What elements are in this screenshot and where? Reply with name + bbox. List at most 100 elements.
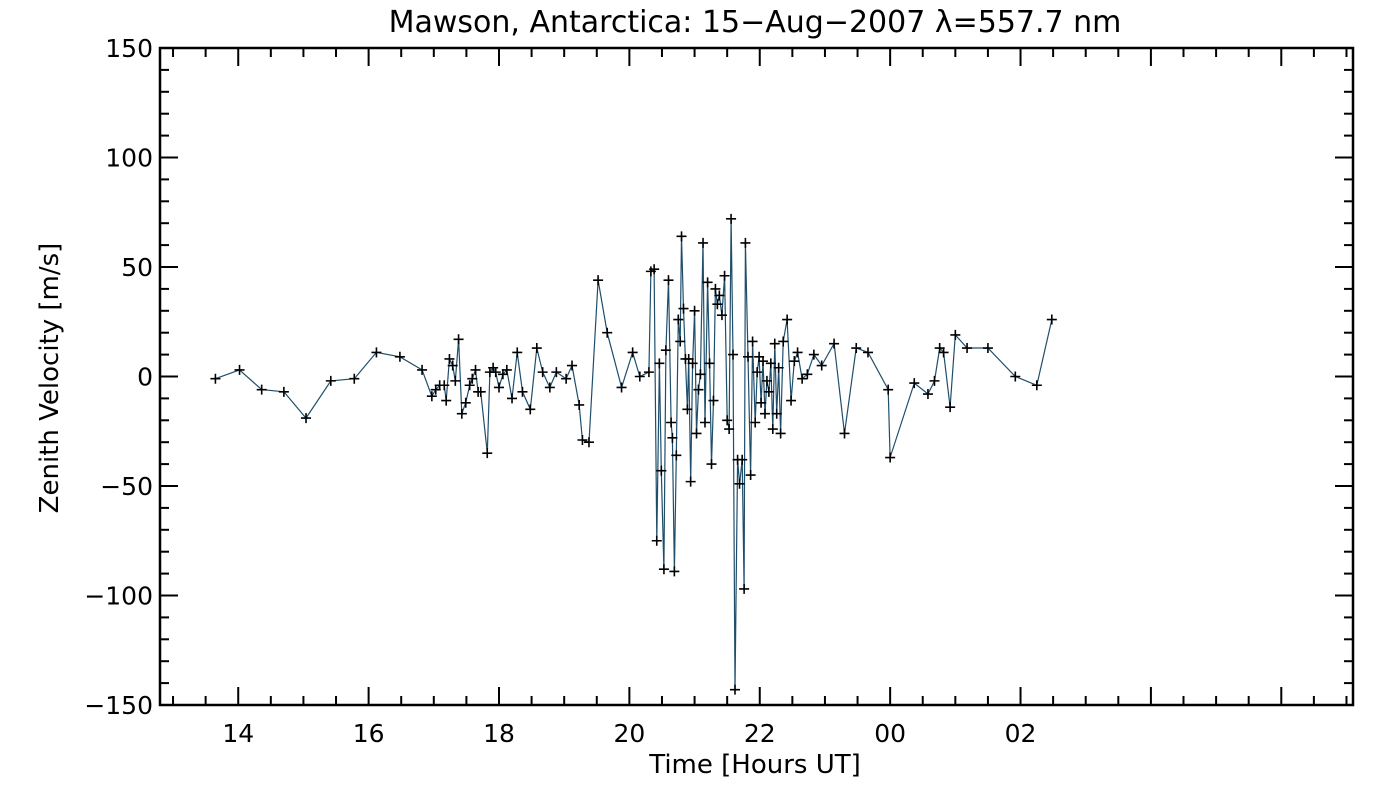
data-point [439, 380, 450, 391]
data-point [938, 347, 949, 358]
data-point [301, 413, 312, 424]
data-point [551, 367, 562, 378]
data-point [234, 364, 245, 375]
data-point [671, 450, 682, 461]
data-point [531, 343, 542, 354]
data-point [763, 386, 774, 397]
data-point [651, 535, 662, 546]
data-point [734, 478, 745, 489]
data-point [775, 428, 786, 439]
data-point [667, 432, 678, 443]
data-point [767, 424, 778, 435]
data-point [726, 213, 737, 224]
data-point [789, 356, 800, 367]
data-point [583, 437, 594, 448]
y-tick-label: 0 [137, 363, 153, 392]
data-point [743, 351, 754, 362]
data-point [501, 364, 512, 375]
data-point [460, 397, 471, 408]
data-point [574, 399, 585, 410]
data-point [453, 334, 464, 345]
data-point [444, 353, 455, 364]
data-point [982, 343, 993, 354]
data-point [782, 314, 793, 325]
data-point [544, 382, 555, 393]
data-point [750, 417, 761, 428]
data-point [802, 369, 813, 380]
data-point [673, 314, 684, 325]
data-point [512, 347, 523, 358]
series-line [215, 218, 1053, 690]
data-point [929, 375, 940, 386]
data-point [883, 384, 894, 395]
data-point [450, 375, 461, 386]
x-tick-label: 18 [483, 719, 515, 748]
data-point [699, 417, 710, 428]
x-tick-label: 02 [1005, 719, 1037, 748]
data-point [634, 371, 645, 382]
data-point [808, 349, 819, 360]
data-point [716, 310, 727, 321]
x-tick-label: 16 [353, 719, 385, 748]
data-point [654, 358, 665, 369]
data-point [962, 343, 973, 354]
data-point [945, 402, 956, 413]
data-point [737, 454, 748, 465]
data-point [658, 564, 669, 575]
data-point [687, 358, 698, 369]
data-point [839, 428, 850, 439]
data-point [729, 684, 740, 695]
data-point [602, 327, 613, 338]
data-point [1046, 314, 1057, 325]
data-point [649, 264, 660, 275]
data-point [691, 428, 702, 439]
data-point [325, 375, 336, 386]
data-point [525, 404, 536, 415]
y-tick-label: 50 [121, 253, 153, 282]
data-point [371, 347, 382, 358]
data-point [493, 382, 504, 393]
data-point [797, 373, 808, 384]
data-point [745, 470, 756, 481]
data-point [739, 583, 750, 594]
data-point [756, 397, 767, 408]
data-point [765, 358, 776, 369]
data-point [724, 424, 735, 435]
chart-title: Mawson, Antarctica: 15−Aug−2007 λ=557.7 … [389, 5, 1122, 40]
data-point [426, 391, 437, 402]
data-point [706, 459, 717, 470]
data-point [885, 452, 896, 463]
data-point [669, 566, 680, 577]
data-point [447, 360, 458, 371]
data-point [349, 373, 360, 384]
data-point [728, 349, 739, 360]
tick-labels: 14 16 18 20 22 00 02 150 100 50 0 −50 −100 −150 [84, 34, 1036, 748]
data-point [950, 329, 961, 340]
data-point [740, 237, 751, 248]
data-point [702, 277, 713, 288]
axis-ticks [160, 47, 1353, 706]
data-point [675, 336, 686, 347]
data-point [922, 389, 933, 400]
data-point [627, 347, 638, 358]
x-tick-label: 14 [222, 719, 254, 748]
data-point [475, 386, 486, 397]
x-tick-label: 00 [874, 719, 906, 748]
data-point [482, 448, 493, 459]
data-point [714, 290, 725, 301]
data-point [577, 435, 588, 446]
data-point [666, 417, 677, 428]
data-point [676, 231, 687, 242]
data-point [643, 367, 654, 378]
data-point [816, 360, 827, 371]
data-point [567, 360, 578, 371]
data-point [829, 338, 840, 349]
y-tick-label: 100 [105, 144, 153, 173]
data-point [537, 367, 548, 378]
data-point [517, 386, 528, 397]
data-point [470, 364, 481, 375]
y-tick-label: 150 [105, 34, 153, 63]
data-point [773, 362, 784, 373]
